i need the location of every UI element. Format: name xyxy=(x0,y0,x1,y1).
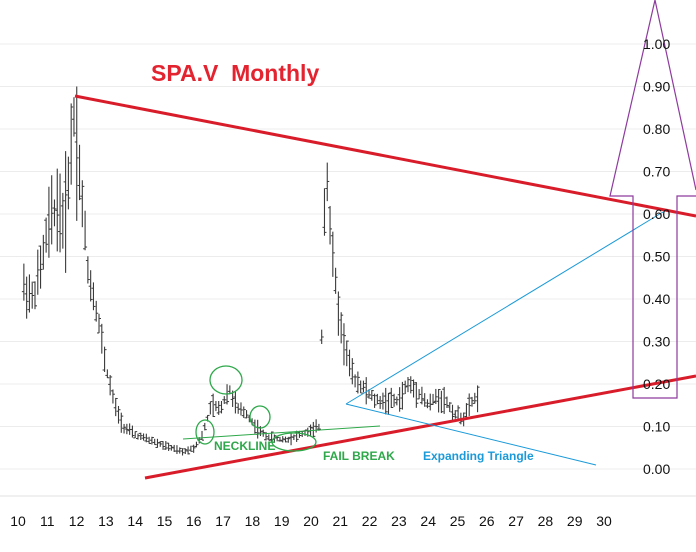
y-tick-label: 0.20 xyxy=(643,376,670,392)
lower-trendline xyxy=(144,374,696,480)
x-tick-label: 26 xyxy=(479,513,495,529)
x-tick-label: 19 xyxy=(274,513,290,529)
y-tick-label: 0.60 xyxy=(643,206,670,222)
head-ellipse xyxy=(209,365,243,395)
y-tick-label: 0.70 xyxy=(643,164,670,180)
fail-break-label: FAIL BREAK xyxy=(323,449,395,463)
y-tick-label: 0.10 xyxy=(643,419,670,435)
neckline-label: NECKLINE xyxy=(214,439,275,453)
x-tick-label: 23 xyxy=(391,513,407,529)
triangle-lower-line xyxy=(345,403,597,466)
x-tick-label: 29 xyxy=(567,513,583,529)
x-tick-label: 12 xyxy=(69,513,85,529)
x-tick-label: 10 xyxy=(10,513,26,529)
y-tick-label: 0.50 xyxy=(643,249,670,265)
expanding-triangle-label: Expanding Triangle xyxy=(423,449,534,463)
chart-title: SPA.V Monthly xyxy=(151,60,319,86)
y-tick-label: 0.40 xyxy=(643,291,670,307)
grid xyxy=(0,43,696,497)
triangle-upper-line xyxy=(345,211,664,405)
x-tick-label: 13 xyxy=(98,513,114,529)
y-tick-label: 0.00 xyxy=(643,461,670,477)
y-tick-label: 1.00 xyxy=(643,36,670,52)
x-tick-label: 22 xyxy=(362,513,378,529)
y-tick-label: 0.90 xyxy=(643,79,670,95)
x-tick-label: 15 xyxy=(157,513,173,529)
x-axis: 10 11 12 13 14 15 16 17 18 19 20 21 22 23 24 25 26 27 28 29… xyxy=(10,513,612,529)
x-tick-label: 30 xyxy=(596,513,612,529)
left-shoulder-ellipse xyxy=(195,419,215,445)
projection-arrow-left-edge xyxy=(654,0,696,191)
projection-arrow xyxy=(609,0,696,399)
x-tick-label: 25 xyxy=(450,513,466,529)
x-tick-label: 17 xyxy=(215,513,231,529)
fail-break-ellipse xyxy=(271,432,317,452)
y-axis: 1.00 0.90 0.80 0.70 0.60 0.50 0.40 0.30 0.20 0.10… xyxy=(643,36,670,477)
y-tick-label: 0.30 xyxy=(643,334,670,350)
overlays xyxy=(74,0,696,480)
right-shoulder-ellipse xyxy=(249,405,271,429)
x-tick-label: 28 xyxy=(538,513,554,529)
x-tick-label: 20 xyxy=(303,513,319,529)
x-tick-label: 21 xyxy=(333,513,349,529)
neckline xyxy=(182,425,381,440)
x-tick-label: 11 xyxy=(40,513,55,529)
upper-trendline xyxy=(74,94,696,218)
x-tick-label: 27 xyxy=(508,513,524,529)
x-tick-label: 14 xyxy=(127,513,143,529)
x-tick-label: 24 xyxy=(420,513,436,529)
x-tick-label: 16 xyxy=(186,513,202,529)
x-tick-label: 18 xyxy=(245,513,261,529)
price-bars xyxy=(21,86,480,456)
y-tick-label: 0.80 xyxy=(643,121,670,137)
